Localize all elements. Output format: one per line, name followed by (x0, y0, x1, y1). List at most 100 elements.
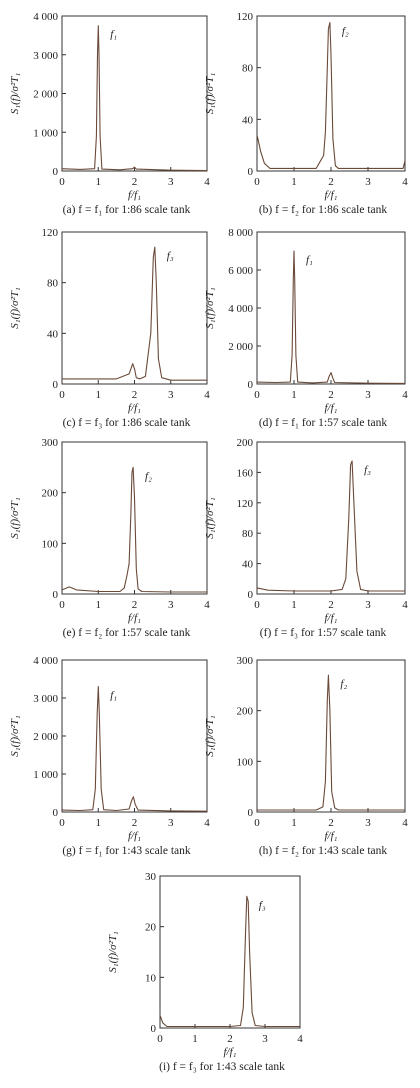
chart-a-xtick-label: 2 (132, 176, 138, 188)
chart-f-frame (256, 441, 406, 595)
chart-a-frame (61, 15, 208, 172)
chart-i-series-line (159, 895, 300, 1028)
chart-b-xtick-label: 1 (291, 176, 297, 188)
chart-i-xtick-label: 4 (297, 1033, 303, 1045)
chart-c-series-line (62, 246, 207, 381)
chart-g-peak-label: f₁ (110, 690, 117, 702)
chart-g-ytick-label: 3 000 (33, 693, 58, 705)
chart-d-xtick-label: 2 (328, 389, 334, 401)
chart-d-y-axis-label: S₁(f)/σ²T₁ (204, 287, 216, 329)
chart-a: 0 1 000 2 000 3 000 4 000 0 1 2 3 4 f₁ f/f₁ S₁(f)/σ²… (9, 11, 210, 216)
chart-i-ytick-label: 0 (151, 1023, 157, 1035)
chart-g-ytick-label: 1 000 (33, 769, 58, 781)
chart-f: 0 40 80 120 160 200 0 1 2 3 4 f₃ f/f₁ S₁(f)/σ²T₁ (f) f… (204, 437, 408, 639)
chart-e-xtick-label: 0 (59, 599, 65, 611)
chart-h-xtick-label: 4 (402, 817, 408, 829)
chart-b-caption: (b) f = f₂ for 1:86 scale tank (259, 204, 388, 216)
chart-a-series-line (61, 25, 208, 172)
chart-f-peak-label: f₃ (364, 464, 371, 476)
chart-e-y-axis-label: S₁(f)/σ²T₁ (9, 497, 21, 539)
chart-b-ytick-label: 120 (237, 11, 254, 23)
chart-c-ytick-label: 80 (47, 278, 59, 290)
chart-h-ytick-label: 200 (237, 706, 254, 718)
chart-d-frame (256, 231, 406, 385)
chart-a-caption: (a) f = f₁ for 1:86 scale tank (63, 204, 191, 216)
chart-f-xtick-label: 2 (328, 599, 334, 611)
chart-g-ytick-label: 4 000 (33, 655, 58, 667)
chart-a-ytick-label: 4 000 (33, 11, 58, 23)
chart-i-xtick-label: 0 (157, 1033, 163, 1045)
chart-g-ytick-label: 0 (53, 807, 59, 819)
chart-g-xtick-label: 1 (96, 817, 102, 829)
chart-g: 0 1 000 2 000 3 000 4 000 0 1 2 3 4 f₁ f/f₁ S₁(f)/σ²… (9, 655, 210, 857)
chart-f-xtick-label: 1 (291, 599, 297, 611)
chart-d-xtick-label: 3 (365, 389, 371, 401)
chart-c-frame (61, 231, 208, 385)
chart-h-xtick-label: 1 (291, 817, 297, 829)
chart-b-xtick-label: 0 (254, 176, 260, 188)
chart-f-ytick-label: 120 (237, 498, 254, 510)
chart-a-xtick-label: 4 (204, 176, 210, 188)
chart-a-ytick-label: 0 (53, 166, 59, 178)
chart-a-xtick-label: 3 (168, 176, 174, 188)
chart-i-xtick-label: 1 (192, 1033, 198, 1045)
chart-a-xtick-label: 1 (96, 176, 102, 188)
chart-c-ytick-label: 40 (47, 328, 59, 340)
chart-d-ytick-label: 4 000 (228, 303, 253, 315)
chart-i-xtick-label: 2 (227, 1033, 233, 1045)
chart-f-xtick-label: 3 (365, 599, 371, 611)
chart-b: 0 40 80 120 0 1 2 3 4 f₂ f/f₁ S₁(f)/σ²T₁ (b) f = f₂ … (204, 11, 408, 216)
chart-a-ytick-label: 1 000 (33, 127, 58, 139)
chart-i-xtick-label: 3 (262, 1033, 268, 1045)
chart-h-series-line (257, 674, 405, 811)
chart-h-ytick-label: 100 (237, 756, 254, 768)
chart-g-xtick-label: 0 (59, 817, 65, 829)
chart-g-xtick-label: 2 (132, 817, 138, 829)
chart-f-caption: (f) f = f₃ for 1:57 scale tank (260, 627, 387, 639)
chart-c-peak-label: f₃ (167, 250, 174, 262)
chart-f-y-axis-label: S₁(f)/σ²T₁ (204, 497, 216, 539)
chart-f-series-line (256, 460, 405, 592)
chart-h-peak-label: f₂ (340, 678, 347, 690)
chart-d-xtick-label: 4 (402, 389, 408, 401)
chart-f-xtick-label: 0 (254, 599, 260, 611)
chart-e-ytick-label: 200 (42, 488, 59, 500)
chart-i-ytick-label: 20 (145, 922, 157, 934)
chart-c-x-axis-label: f/f₁ (128, 402, 141, 414)
chart-d-ytick-label: 0 (248, 379, 254, 391)
chart-g-x-axis-label: f/f₁ (128, 830, 141, 842)
chart-b-xtick-label: 2 (328, 176, 334, 188)
chart-b-ytick-label: 40 (242, 114, 254, 126)
chart-i-y-axis-label: S₁(f)/σ²T₁ (107, 931, 119, 973)
chart-g-y-axis-label: S₁(f)/σ²T₁ (9, 715, 21, 757)
chart-f-ytick-label: 0 (248, 589, 254, 601)
chart-g-series-line (61, 686, 208, 812)
chart-d-x-axis-label: f/f₁ (325, 402, 338, 414)
chart-h-ytick-label: 300 (237, 655, 254, 667)
chart-e-xtick-label: 3 (168, 599, 174, 611)
chart-h-ytick-label: 0 (248, 807, 254, 819)
chart-e-caption: (e) f = f₂ for 1:57 scale tank (63, 627, 191, 639)
chart-b-ytick-label: 80 (242, 63, 254, 75)
chart-d-caption: (d) f = f₁ for 1:57 scale tank (259, 417, 388, 429)
chart-f-ytick-label: 160 (237, 467, 254, 479)
chart-b-ytick-label: 0 (248, 166, 254, 178)
chart-h-xtick-label: 0 (254, 817, 260, 829)
chart-g-frame (61, 659, 208, 813)
chart-d-ytick-label: 6 000 (228, 265, 253, 277)
chart-b-peak-label: f₂ (342, 25, 349, 37)
chart-c-y-axis-label: S₁(f)/σ²T₁ (9, 287, 21, 329)
chart-h: 0 100 200 300 0 1 2 3 4 f₂ f/f₁ S₁(f)/σ²T₁ (h) f = f… (204, 655, 408, 857)
chart-b-xtick-label: 3 (365, 176, 371, 188)
chart-i-ytick-label: 30 (145, 871, 157, 883)
chart-c-xtick-label: 4 (204, 389, 210, 401)
chart-c-xtick-label: 2 (132, 389, 138, 401)
chart-i-ytick-label: 10 (145, 972, 157, 984)
chart-h-caption: (h) f = f₂ for 1:43 scale tank (259, 845, 388, 857)
chart-i-x-axis-label: f/f₁ (224, 1046, 237, 1058)
chart-f-ytick-label: 40 (242, 559, 254, 571)
chart-e-xtick-label: 2 (132, 599, 138, 611)
chart-e-peak-label: f₂ (145, 470, 152, 482)
chart-h-y-axis-label: S₁(f)/σ²T₁ (204, 715, 216, 757)
